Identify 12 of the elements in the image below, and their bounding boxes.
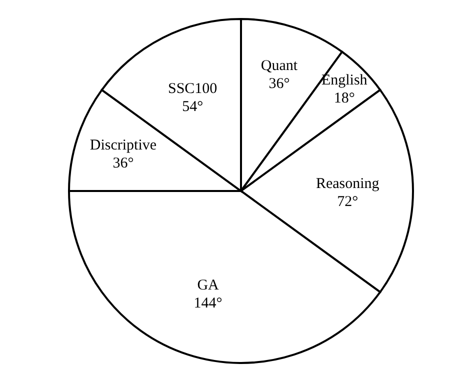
slice-label: SSC100 xyxy=(168,80,218,97)
slice-label: English xyxy=(321,72,368,89)
slice-label: GA xyxy=(197,277,220,294)
data-label: 144° xyxy=(194,295,222,312)
data-label: 36° xyxy=(112,156,134,172)
data-label: 36° xyxy=(268,76,290,92)
slice-label: Discriptive xyxy=(90,138,157,154)
slice-label: Reasoning xyxy=(316,176,380,192)
data-label: 72° xyxy=(337,194,358,210)
slice-label: Quant xyxy=(260,58,298,74)
data-label: 18° xyxy=(334,90,355,107)
data-label: 54° xyxy=(182,98,204,115)
